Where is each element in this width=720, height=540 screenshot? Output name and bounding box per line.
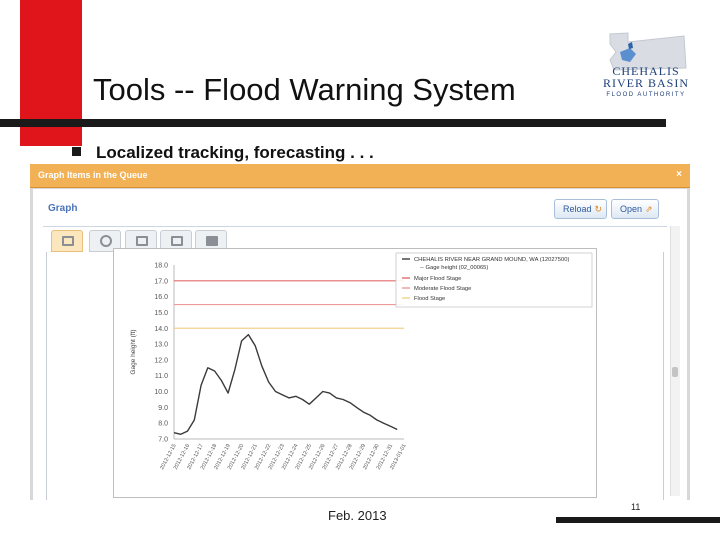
y-axis-label: Gage height (ft) [130, 329, 137, 374]
reload-button-label: Reload [563, 204, 592, 214]
graph-panel-title: Graph [48, 203, 78, 214]
open-button-label: Open [620, 204, 643, 214]
y-tick-label: 7.0 [158, 437, 168, 444]
bullet-text: Localized tracking, forecasting . . . [96, 143, 374, 162]
tab-grid[interactable] [160, 230, 192, 252]
legend-threshold-name: Major Flood Stage [414, 276, 461, 282]
title-underline [0, 119, 666, 127]
y-tick-label: 8.0 [158, 421, 168, 428]
close-icon[interactable]: × [676, 169, 682, 180]
footer-date: Feb. 2013 [328, 508, 387, 523]
tab-list[interactable] [51, 230, 83, 252]
washington-map-icon [609, 32, 687, 71]
open-button[interactable]: Open ⇗ [611, 199, 659, 219]
legend-box [395, 252, 593, 308]
y-tick-label: 17.0 [154, 278, 168, 285]
chart-icon [206, 236, 218, 246]
dialog-header: Graph Items in the Queue × [30, 164, 690, 188]
grid-icon [171, 236, 183, 246]
y-tick-label: 9.0 [158, 405, 168, 412]
toolbar-divider [43, 226, 667, 227]
logo-text-river-basin: RIVER BASIN [602, 76, 689, 90]
list-icon [62, 236, 74, 246]
clock-icon [100, 235, 112, 247]
vertical-scrollbar[interactable] [670, 226, 680, 496]
legend-threshold-name: Moderate Flood Stage [414, 286, 471, 292]
y-tick-label: 13.0 [154, 342, 168, 349]
y-tick-label: 15.0 [154, 310, 168, 317]
chart-legend: CHEHALIS RIVER NEAR GRAND MOUND, WA (120… [395, 252, 593, 308]
legend-series-name: CHEHALIS RIVER NEAR GRAND MOUND, WA (120… [414, 257, 569, 263]
y-tick-label: 14.0 [154, 326, 168, 333]
tab-panel [46, 252, 664, 500]
y-tick-label: 10.0 [154, 389, 168, 396]
scrollbar-thumb[interactable] [672, 367, 678, 377]
refresh-icon: ↻ [594, 204, 603, 214]
y-tick-label: 11.0 [155, 373, 168, 380]
gage-height-chart: 18.0 17.0 16.0 15.0 14.0 13.0 12.0 11.0 10.0 9.0 8… [113, 248, 597, 498]
logo-text-flood-authority: FLOOD AUTHORITY [606, 92, 686, 98]
logo-text-chehalis: CHEHALIS [612, 64, 680, 78]
open-icon: ⇗ [645, 204, 653, 214]
reload-button[interactable]: Reload ↻ [554, 199, 607, 219]
page-number: 11 [631, 502, 641, 512]
y-tick-label: 12.0 [154, 357, 168, 364]
y-tick-label: 16.0 [154, 294, 168, 301]
table-icon [136, 236, 148, 246]
legend-series-sub: -- Gage height (02_00065) [420, 265, 488, 271]
y-tick-label: 18.0 [154, 263, 168, 270]
slide-title: Tools -- Flood Warning System [93, 72, 516, 107]
chart-svg: 18.0 17.0 16.0 15.0 14.0 13.0 12.0 11.0 10.0 9.0 8… [130, 252, 593, 471]
bullet-square-icon [72, 147, 81, 156]
legend-threshold-name: Flood Stage [414, 296, 445, 302]
series-line [173, 333, 398, 436]
footer-rule [556, 517, 720, 523]
tab-time[interactable] [89, 230, 121, 252]
tab-table[interactable] [125, 230, 157, 252]
dialog-title: Graph Items in the Queue [38, 170, 148, 180]
